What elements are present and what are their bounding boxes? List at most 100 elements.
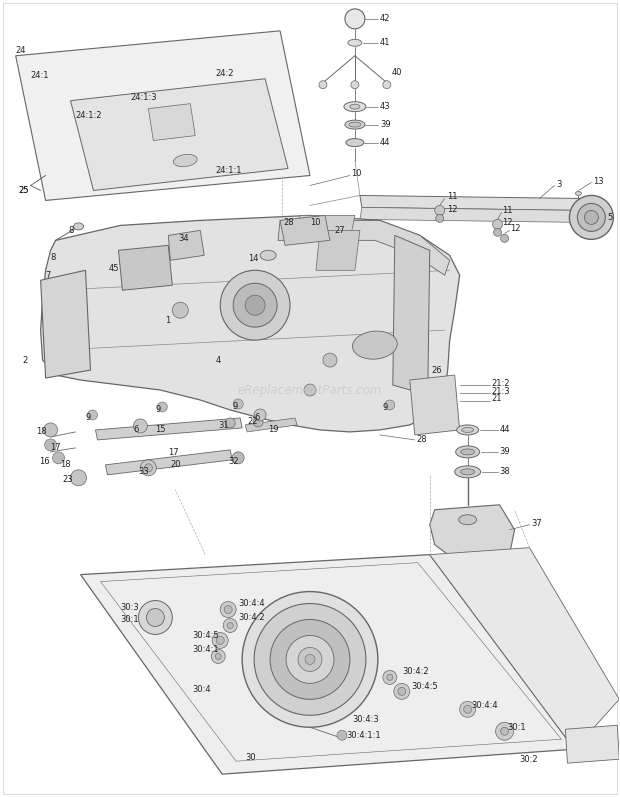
Polygon shape xyxy=(118,245,172,290)
Text: 30:4: 30:4 xyxy=(192,685,211,694)
Ellipse shape xyxy=(457,425,479,435)
Circle shape xyxy=(254,603,366,715)
Text: 30:4:5: 30:4:5 xyxy=(192,631,219,640)
Text: 30:1: 30:1 xyxy=(120,615,139,624)
Text: 21: 21 xyxy=(492,395,502,403)
Circle shape xyxy=(398,687,405,695)
Circle shape xyxy=(500,234,508,242)
Text: 23: 23 xyxy=(63,475,73,485)
Circle shape xyxy=(253,417,263,427)
Circle shape xyxy=(569,195,613,239)
Text: 22: 22 xyxy=(247,418,258,426)
Circle shape xyxy=(223,618,237,633)
Circle shape xyxy=(577,203,605,231)
Polygon shape xyxy=(95,418,242,440)
Ellipse shape xyxy=(461,469,475,475)
Ellipse shape xyxy=(575,191,582,195)
Circle shape xyxy=(146,609,164,626)
Circle shape xyxy=(459,701,476,717)
Text: 9: 9 xyxy=(383,403,388,413)
Text: 17: 17 xyxy=(51,443,61,453)
Text: 6: 6 xyxy=(254,414,260,422)
Circle shape xyxy=(435,206,445,215)
Text: 39: 39 xyxy=(380,120,391,129)
Circle shape xyxy=(233,283,277,327)
Text: 24:1:1: 24:1:1 xyxy=(215,166,242,175)
Polygon shape xyxy=(71,79,288,190)
Circle shape xyxy=(351,80,359,88)
Text: 24:1: 24:1 xyxy=(30,71,49,80)
Text: 30:3: 30:3 xyxy=(120,603,139,612)
Text: 27: 27 xyxy=(334,226,345,235)
Circle shape xyxy=(270,619,350,699)
Circle shape xyxy=(87,410,97,420)
Polygon shape xyxy=(280,215,330,245)
Text: 30:4:1: 30:4:1 xyxy=(192,645,219,654)
Text: 30:1: 30:1 xyxy=(508,723,526,732)
Circle shape xyxy=(43,423,58,437)
Text: 7: 7 xyxy=(46,271,51,280)
Text: 43: 43 xyxy=(380,102,391,111)
Polygon shape xyxy=(430,505,515,564)
Text: 4: 4 xyxy=(215,355,221,364)
Text: 26: 26 xyxy=(432,366,442,375)
Text: 30:4:4: 30:4:4 xyxy=(472,701,498,710)
Circle shape xyxy=(305,654,315,665)
Circle shape xyxy=(133,419,148,433)
Circle shape xyxy=(220,602,236,618)
Text: 12: 12 xyxy=(510,224,521,233)
Text: 18: 18 xyxy=(35,427,46,437)
Polygon shape xyxy=(393,235,430,395)
Circle shape xyxy=(385,400,395,410)
Circle shape xyxy=(144,464,153,472)
Text: 5: 5 xyxy=(608,213,613,222)
Circle shape xyxy=(172,302,188,318)
Circle shape xyxy=(138,601,172,634)
Text: 25: 25 xyxy=(19,186,29,195)
Text: 30:2: 30:2 xyxy=(520,755,538,764)
Circle shape xyxy=(493,219,503,230)
Text: 39: 39 xyxy=(500,447,510,457)
Text: 33: 33 xyxy=(138,467,149,477)
Ellipse shape xyxy=(260,250,276,261)
Text: 34: 34 xyxy=(179,234,189,243)
Circle shape xyxy=(383,80,391,88)
Ellipse shape xyxy=(344,102,366,112)
Ellipse shape xyxy=(350,104,360,109)
Text: 14: 14 xyxy=(248,253,259,263)
Text: 30:4:5: 30:4:5 xyxy=(412,682,438,691)
Text: 40: 40 xyxy=(392,69,402,77)
Circle shape xyxy=(494,229,502,237)
Ellipse shape xyxy=(174,155,197,167)
Text: 16: 16 xyxy=(38,457,49,466)
Circle shape xyxy=(140,460,156,476)
Ellipse shape xyxy=(352,331,397,359)
Text: 8: 8 xyxy=(69,226,74,235)
Polygon shape xyxy=(81,555,574,774)
Ellipse shape xyxy=(349,122,361,127)
Circle shape xyxy=(242,591,378,727)
Ellipse shape xyxy=(345,120,365,129)
Text: 1: 1 xyxy=(166,316,171,324)
Circle shape xyxy=(215,654,221,659)
Text: 13: 13 xyxy=(593,177,604,186)
Circle shape xyxy=(157,402,167,412)
Circle shape xyxy=(286,635,334,683)
Text: 12: 12 xyxy=(503,218,513,227)
Circle shape xyxy=(345,9,365,29)
Circle shape xyxy=(304,384,316,396)
Ellipse shape xyxy=(462,427,474,433)
Text: 28: 28 xyxy=(417,435,427,445)
Text: 30:4:1:1: 30:4:1:1 xyxy=(346,731,381,740)
Text: 8: 8 xyxy=(51,253,56,262)
Text: 10: 10 xyxy=(351,169,361,178)
Circle shape xyxy=(387,674,393,681)
Text: 25: 25 xyxy=(19,186,29,195)
Text: 30: 30 xyxy=(245,752,256,762)
Polygon shape xyxy=(168,230,204,261)
Text: 11: 11 xyxy=(446,192,457,201)
Ellipse shape xyxy=(346,139,364,147)
Circle shape xyxy=(298,647,322,671)
Text: 24:1:3: 24:1:3 xyxy=(130,93,157,102)
Circle shape xyxy=(319,80,327,88)
